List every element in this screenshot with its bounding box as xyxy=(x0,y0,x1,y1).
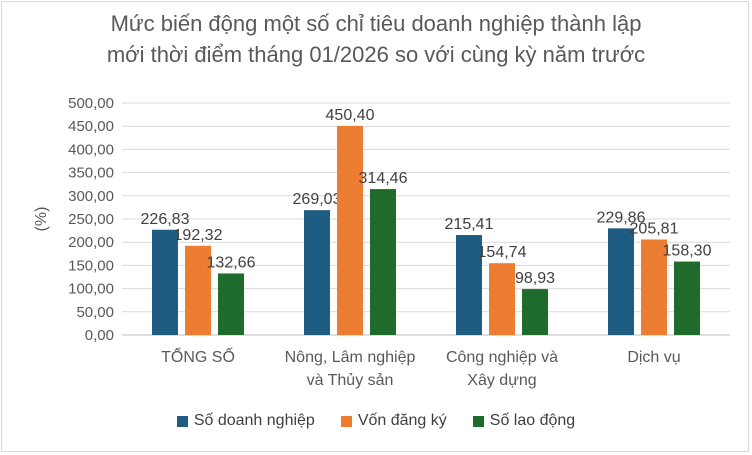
bar xyxy=(185,245,211,335)
bar xyxy=(456,235,482,335)
data-label: 314,46 xyxy=(359,170,408,187)
legend-item: Số doanh nghiệp xyxy=(176,412,315,430)
x-category-label: TỔNG SỐ xyxy=(161,346,235,366)
bar xyxy=(152,229,178,335)
bar xyxy=(674,261,700,335)
y-tick-label: 50,00 xyxy=(76,304,114,321)
y-tick-label: 0,00 xyxy=(85,327,114,344)
data-label: 226,83 xyxy=(141,211,190,228)
bar xyxy=(304,210,330,335)
chart-title-line-1: Mức biến động một số chỉ tiêu doanh nghi… xyxy=(110,11,642,36)
y-tick-label: 500,00 xyxy=(68,95,114,112)
legend-swatch xyxy=(340,415,352,427)
data-label: 450,40 xyxy=(326,107,375,124)
legend-label: Vốn đăng ký xyxy=(357,412,447,429)
y-tick-label: 300,00 xyxy=(68,188,114,205)
data-label: 269,03 xyxy=(293,191,342,208)
data-label: 192,32 xyxy=(174,227,223,244)
y-tick-label: 100,00 xyxy=(68,281,114,298)
legend-label: Số doanh nghiệp xyxy=(193,412,315,429)
y-tick-label: 350,00 xyxy=(68,165,114,182)
chart-title-line-2: mới thời điểm tháng 01/2026 so với cùng … xyxy=(106,42,646,67)
data-label: 132,66 xyxy=(207,254,256,271)
bar xyxy=(218,273,244,335)
data-label: 205,81 xyxy=(630,221,679,238)
data-label: 229,86 xyxy=(597,209,646,226)
data-label: 158,30 xyxy=(663,243,712,260)
y-tick-label: 150,00 xyxy=(68,257,114,274)
legend-item: Vốn đăng ký xyxy=(340,412,447,430)
x-category-label: Nông, Lâm nghiệp xyxy=(285,349,416,366)
y-tick-label: 250,00 xyxy=(68,211,114,228)
legend: Số doanh nghiệp Vốn đăng ký Số lao động xyxy=(0,412,752,430)
legend-item: Số lao động xyxy=(472,412,576,430)
legend-swatch xyxy=(472,415,484,427)
bar xyxy=(370,189,396,335)
bar xyxy=(489,263,515,335)
y-axis-label: (%) xyxy=(33,207,50,232)
data-label: 154,74 xyxy=(478,244,527,261)
chart-title: Mức biến động một số chỉ tiêu doanh nghi… xyxy=(0,8,752,70)
data-label: 215,41 xyxy=(445,216,494,233)
x-category-label: và Thủy sản xyxy=(307,372,394,389)
bar xyxy=(337,126,363,335)
bar xyxy=(608,228,634,335)
bar xyxy=(641,239,667,335)
x-category-label: Xây dựng xyxy=(467,372,536,389)
y-tick-label: 200,00 xyxy=(68,234,114,251)
y-tick-label: 400,00 xyxy=(68,141,114,158)
legend-label: Số lao động xyxy=(489,412,576,429)
bar xyxy=(522,289,548,335)
y-tick-label: 450,00 xyxy=(68,118,114,135)
x-category-label: Dịch vụ xyxy=(627,349,680,366)
data-label: 98,93 xyxy=(515,270,555,287)
x-category-label: Công nghiệp và xyxy=(446,349,558,366)
legend-swatch xyxy=(176,415,188,427)
